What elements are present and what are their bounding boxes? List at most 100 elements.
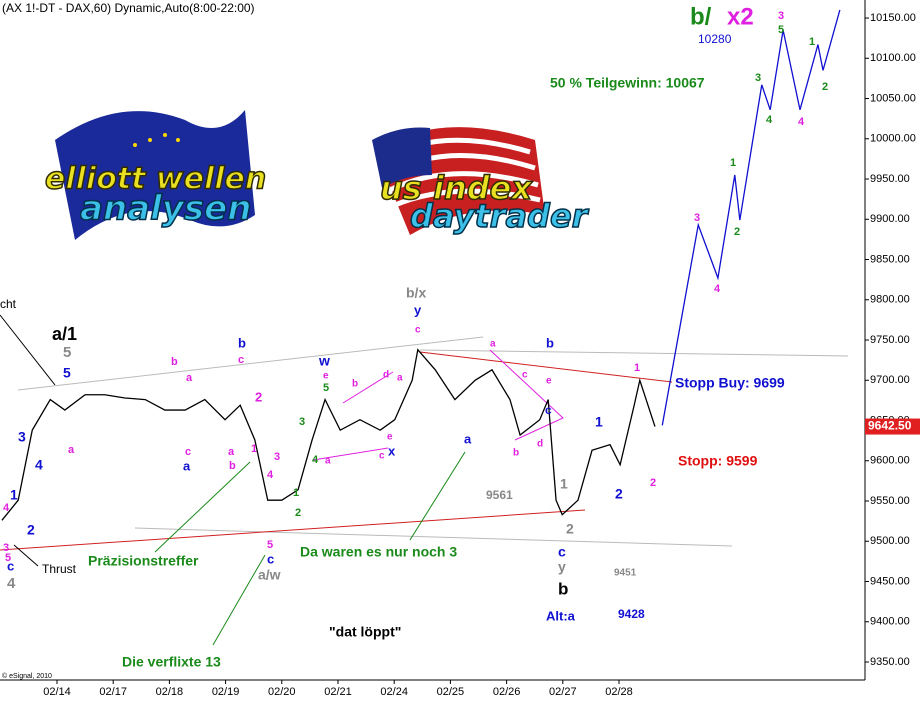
wave-label: Stopp: 9599 [678, 453, 758, 469]
y-tick-label: 9450.00 [870, 575, 910, 587]
copyright: © eSignal, 2010 [2, 672, 52, 680]
wave-label: 1 [634, 362, 640, 374]
x-tick-label: 02/26 [493, 686, 521, 698]
wave-label: b [352, 379, 358, 390]
wave-label: 9451 [614, 568, 637, 579]
wave-label: 2 [295, 507, 301, 519]
wave-label: a [325, 456, 331, 467]
wave-label: c [267, 551, 274, 566]
logo-elliott: elliott wellen analysen [44, 110, 267, 240]
wave-label: 5 [63, 365, 71, 381]
y-tick-label: 9600.00 [870, 455, 910, 467]
y-tick-label: 9500.00 [870, 535, 910, 547]
wave-label: 1 [730, 157, 736, 169]
wave-label: a [68, 444, 75, 456]
wave-label: 3 [299, 416, 305, 428]
wave-label: x [388, 443, 396, 458]
y-tick-label: 9400.00 [870, 616, 910, 628]
wave-label: 4 [714, 283, 721, 295]
wave-label: b [229, 460, 236, 472]
pointer [409, 451, 466, 541]
y-tick-label: 9350.00 [870, 656, 910, 668]
wave-label: 3 [778, 10, 784, 22]
x-tick-label: 02/17 [99, 686, 127, 698]
x-tick-label: 02/19 [212, 686, 240, 698]
wave-label: Thrust [42, 562, 77, 576]
wave-label: 4 [798, 116, 805, 128]
wave-label: d [537, 439, 543, 450]
chart-title: (AX 1!-DT - DAX,60) Dynamic,Auto(8:00-22… [2, 1, 255, 15]
wave-label: 9561 [486, 488, 513, 502]
x-tick-label: 02/18 [156, 686, 184, 698]
wave-label: c [379, 451, 385, 462]
last-price-label: 9642.50 [868, 419, 912, 433]
pointer [13, 544, 39, 567]
wave-label: a [464, 431, 472, 446]
price-line [1, 348, 656, 521]
logo-text: daytrader [410, 197, 590, 235]
wave-label: y [558, 559, 566, 575]
wave-label: b [171, 356, 178, 368]
wave-label: c [522, 370, 528, 381]
wave-label: 4 [35, 457, 43, 473]
y-tick-label: 9700.00 [870, 374, 910, 386]
x-tick-label: 02/14 [43, 686, 71, 698]
trendline [419, 351, 673, 383]
pointer [154, 461, 251, 553]
triangle [489, 349, 564, 441]
wave-label: 3 [18, 429, 26, 445]
wave-label: 4 [766, 114, 773, 126]
wave-label: c [238, 354, 244, 366]
channel [342, 371, 394, 404]
wave-label: 5 [323, 382, 329, 394]
y-tick-label: 10000.00 [870, 133, 916, 145]
wave-label: e [387, 432, 393, 443]
logo-text: analysen [80, 189, 251, 229]
wave-label: 3 [3, 542, 9, 554]
trendlines [0, 314, 849, 646]
flag [55, 110, 255, 240]
logo-text: elliott wellen [45, 162, 266, 197]
wave-label: 2 [255, 389, 262, 404]
wave-label: 2 [566, 521, 574, 537]
wave-label: b [546, 335, 554, 350]
y-tick-label: 9850.00 [870, 253, 910, 265]
y-tick-label: 10100.00 [870, 52, 916, 64]
x-tick-label: 02/21 [324, 686, 352, 698]
wave-label: y [414, 302, 422, 317]
x-tick-label: 02/25 [437, 686, 465, 698]
wave-label: a/1 [52, 324, 77, 344]
wave-label: 4 [312, 454, 319, 466]
trendline [134, 527, 733, 547]
wave-label: Alt:a [546, 608, 576, 623]
wave-label: e [323, 371, 329, 382]
wave-label: a [183, 458, 191, 473]
wave-label: 2 [615, 486, 623, 502]
logo-us: us index daytrader [372, 127, 590, 236]
wave-label: a/w [258, 567, 281, 583]
wave-label: 1 [10, 487, 18, 503]
wave-label: 2 [650, 477, 656, 489]
wave-label: b/ [690, 3, 712, 30]
wave-label: Da waren es nur noch 3 [300, 544, 457, 560]
wave-label: 2 [822, 81, 828, 93]
logo-text: us index [380, 169, 533, 207]
wave-label: b [513, 448, 519, 459]
wave-label: 50 % Teilgewinn: 10067 [550, 75, 705, 91]
wave-label: 4 [267, 469, 274, 481]
wave-label: 1 [251, 443, 257, 455]
wave-label: 2 [734, 226, 740, 238]
wave-label: a [186, 372, 193, 384]
wave-label: 4 [3, 502, 10, 514]
wave-label: cht [0, 297, 17, 311]
wave-label: b/x [406, 285, 426, 301]
wave-label: c [185, 446, 191, 458]
x-tick-label: 02/20 [268, 686, 296, 698]
wave-label: 1 [293, 487, 299, 499]
wave-label: Stopp Buy: 9699 [675, 375, 785, 391]
wave-label: c [558, 544, 566, 560]
y-tick-label: 9800.00 [870, 294, 910, 306]
y-tick-label: 10050.00 [870, 92, 916, 104]
wave-label: 1 [809, 36, 815, 48]
wave-label: b [558, 579, 568, 598]
